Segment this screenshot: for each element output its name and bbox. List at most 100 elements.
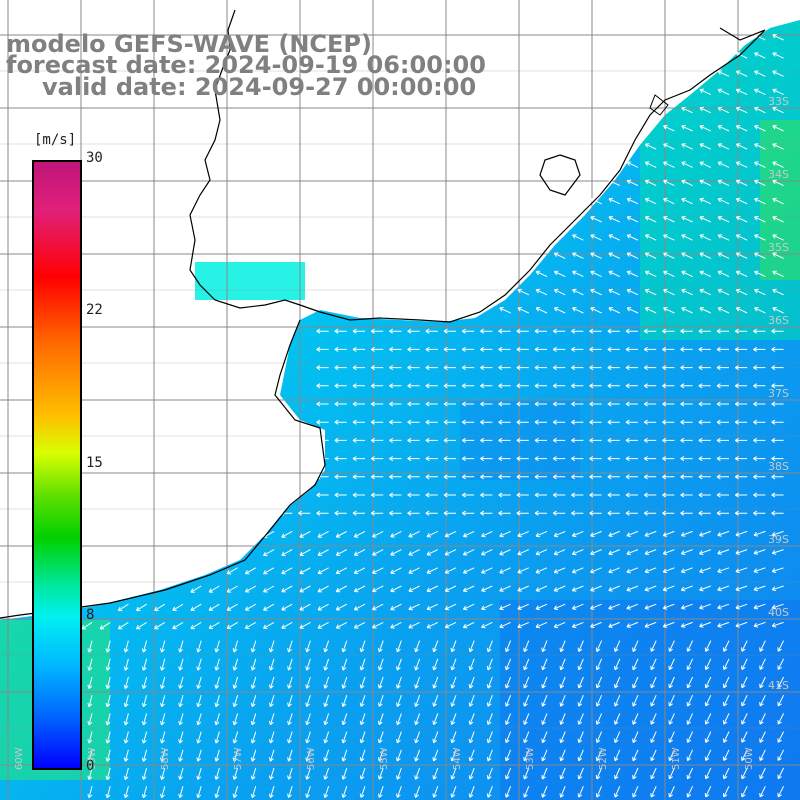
wind-arrow <box>462 530 475 538</box>
wind-arrow <box>232 676 239 689</box>
wind-arrow <box>626 288 639 296</box>
wind-arrow <box>335 549 348 556</box>
wind-arrow <box>389 365 402 371</box>
wind-arrow <box>396 676 402 689</box>
wind-arrow <box>334 437 347 443</box>
wind-arrow <box>305 786 311 798</box>
wind-arrow <box>644 621 657 628</box>
wind-arrow <box>571 603 584 610</box>
wind-arrow <box>178 767 184 780</box>
wind-arrow <box>559 731 566 744</box>
wind-arrow <box>505 731 512 744</box>
wind-arrow <box>389 456 402 462</box>
wind-arrow <box>552 419 566 425</box>
colorbar-tick-0: 0 <box>86 758 95 774</box>
coastline-path <box>0 9 766 619</box>
wind-arrow <box>432 786 439 798</box>
wind-arrow <box>662 585 675 592</box>
wind-arrow <box>753 585 766 592</box>
wind-arrow <box>541 658 548 671</box>
wind-arrow <box>498 419 511 425</box>
wind-arrow <box>777 749 785 761</box>
wind-arrow <box>341 676 348 689</box>
wind-arrow <box>196 713 202 726</box>
wind-arrow <box>722 767 730 780</box>
wind-arrow <box>735 270 748 278</box>
wind-arrow <box>735 585 748 592</box>
colorbar-tick-22: 22 <box>86 302 103 318</box>
land-mask <box>195 262 305 300</box>
wind-arrow <box>432 731 439 744</box>
wind-arrow <box>407 401 420 407</box>
wind-arrow <box>632 694 639 707</box>
wind-arrow <box>717 216 730 223</box>
wind-arrow <box>389 492 402 498</box>
wind-arrow <box>517 307 530 314</box>
wind-arrow <box>480 492 493 498</box>
wind-arrow <box>759 749 766 762</box>
wind-arrow <box>498 346 511 352</box>
wind-arrow <box>461 328 475 334</box>
wind-arrow <box>353 603 366 611</box>
wind-arrow <box>389 328 402 334</box>
wind-arrow <box>372 567 384 574</box>
wind-arrow <box>335 530 348 538</box>
wind-arrow <box>444 621 457 629</box>
wind-arrow <box>717 549 730 555</box>
wind-arrow <box>498 510 511 516</box>
wind-arrow <box>372 530 384 538</box>
wind-arrow <box>681 106 693 114</box>
wind-arrow <box>523 786 530 798</box>
wind-arrow <box>625 365 638 371</box>
wind-arrow <box>754 216 766 223</box>
wind-arrow <box>771 419 784 425</box>
wind-arrow <box>595 731 603 744</box>
wind-arrow <box>722 785 730 798</box>
wind-arrow <box>734 328 748 334</box>
wind-arrow <box>389 401 402 407</box>
wind-arrow <box>559 695 566 707</box>
wind-arrow <box>698 510 711 516</box>
wind-arrow <box>196 786 202 799</box>
wind-arrow <box>614 676 621 689</box>
wind-arrow <box>268 658 275 671</box>
wind-arrow <box>686 767 694 780</box>
wind-arrow <box>226 621 238 629</box>
wind-arrow <box>686 749 694 762</box>
wind-arrow <box>426 549 439 556</box>
wind-arrow <box>81 621 93 630</box>
wind-arrow <box>516 474 529 480</box>
wind-arrow <box>287 695 293 707</box>
wind-arrow <box>443 346 456 352</box>
wind-arrow <box>668 731 675 743</box>
wind-arrow <box>141 731 148 744</box>
wind-arrow <box>468 786 475 798</box>
wind-arrow <box>443 510 456 516</box>
wind-arrow <box>717 88 730 96</box>
wind-arrow <box>753 365 766 371</box>
wind-arrow <box>196 749 202 762</box>
wind-arrow <box>353 549 366 556</box>
wind-arrow <box>754 70 766 77</box>
wind-arrow <box>377 658 384 671</box>
wind-arrow <box>372 621 384 629</box>
wind-arrow <box>352 437 365 443</box>
wind-arrow <box>396 731 402 744</box>
wind-arrow <box>771 365 784 371</box>
wind-arrow <box>735 567 748 574</box>
wind-arrow <box>341 695 348 707</box>
wind-arrow <box>590 307 602 314</box>
wind-arrow <box>160 786 166 799</box>
wind-arrow <box>553 288 566 296</box>
wind-arrow <box>407 419 420 425</box>
wind-arrow <box>214 658 220 671</box>
wind-arrow <box>287 731 293 744</box>
wind-arrow <box>717 179 730 187</box>
lat-label: 37S <box>768 387 789 400</box>
wind-arrow <box>572 270 584 278</box>
wind-arrow <box>607 474 620 480</box>
wind-arrow <box>754 288 766 296</box>
wind-arrow <box>625 401 638 407</box>
wind-arrow <box>663 216 675 223</box>
